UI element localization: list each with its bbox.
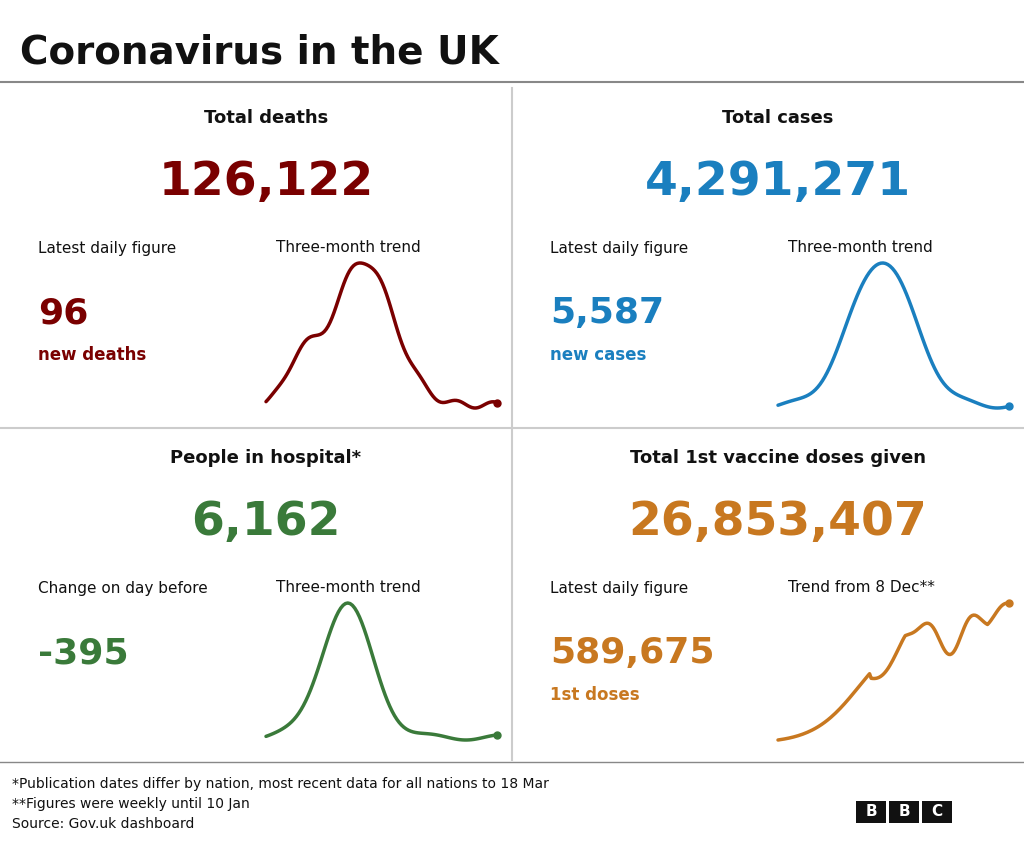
Text: 6,162: 6,162 <box>191 500 341 545</box>
Text: Latest daily figure: Latest daily figure <box>38 241 176 255</box>
Text: Change on day before: Change on day before <box>38 581 208 595</box>
Text: Total deaths: Total deaths <box>204 109 328 127</box>
Text: 1st doses: 1st doses <box>550 686 640 704</box>
Text: Total 1st vaccine doses given: Total 1st vaccine doses given <box>630 449 926 467</box>
Text: Total cases: Total cases <box>722 109 834 127</box>
Text: new cases: new cases <box>550 346 646 364</box>
Text: 126,122: 126,122 <box>159 160 374 205</box>
Text: new deaths: new deaths <box>38 346 146 364</box>
Text: People in hospital*: People in hospital* <box>170 449 361 467</box>
Text: Three-month trend: Three-month trend <box>787 241 933 255</box>
Text: 96: 96 <box>38 296 88 330</box>
FancyBboxPatch shape <box>889 801 919 823</box>
Text: -395: -395 <box>38 636 129 670</box>
Text: 4,291,271: 4,291,271 <box>645 160 911 205</box>
Text: Latest daily figure: Latest daily figure <box>550 581 688 595</box>
Text: 26,853,407: 26,853,407 <box>629 500 928 545</box>
Text: Trend from 8 Dec**: Trend from 8 Dec** <box>787 581 935 595</box>
Text: 5,587: 5,587 <box>550 296 665 330</box>
Text: Three-month trend: Three-month trend <box>275 581 421 595</box>
Text: Source: Gov.uk dashboard: Source: Gov.uk dashboard <box>12 817 195 831</box>
Text: C: C <box>932 805 942 819</box>
FancyBboxPatch shape <box>922 801 952 823</box>
Text: Three-month trend: Three-month trend <box>275 241 421 255</box>
Text: 589,675: 589,675 <box>550 636 715 670</box>
Text: **Figures were weekly until 10 Jan: **Figures were weekly until 10 Jan <box>12 797 250 811</box>
Text: Latest daily figure: Latest daily figure <box>550 241 688 255</box>
FancyBboxPatch shape <box>856 801 886 823</box>
Text: Coronavirus in the UK: Coronavirus in the UK <box>20 33 499 71</box>
Text: *Publication dates differ by nation, most recent data for all nations to 18 Mar: *Publication dates differ by nation, mos… <box>12 777 549 791</box>
Text: B: B <box>898 805 909 819</box>
Text: B: B <box>865 805 877 819</box>
